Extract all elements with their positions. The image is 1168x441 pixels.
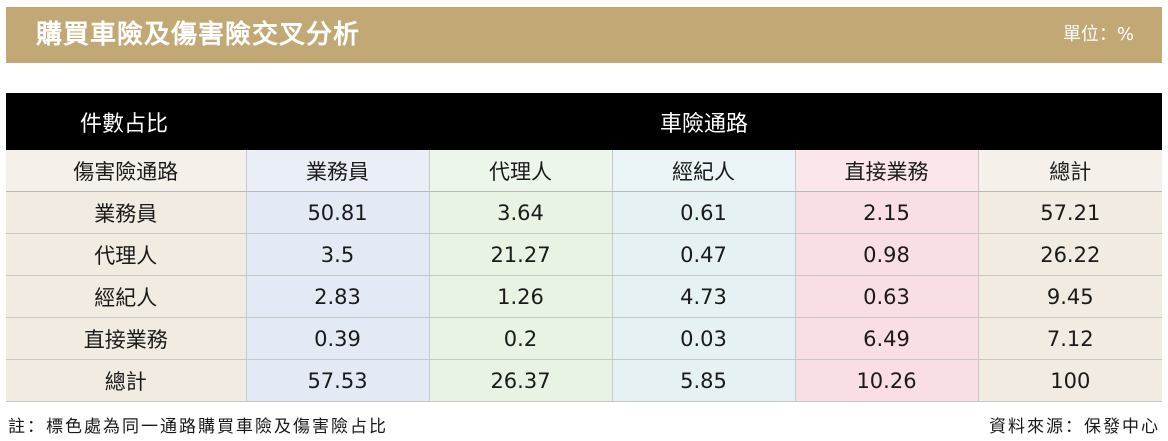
table-cell: 50.81 [246, 191, 430, 234]
table-row: 經紀人 2.83 1.26 4.73 0.63 9.45 [6, 275, 1163, 318]
group-label: 車險通路 [246, 93, 1163, 150]
row-label: 代理人 [6, 233, 247, 276]
table-row: 代理人 3.5 21.27 0.47 0.98 26.22 [6, 233, 1163, 276]
table-cell: 1.26 [429, 275, 613, 318]
table-cell: 2.83 [246, 275, 430, 318]
table-cell: 0.03 [612, 317, 796, 360]
column-header: 總計 [978, 150, 1163, 192]
column-header: 代理人 [429, 150, 613, 192]
table-cell: 100 [978, 359, 1163, 402]
table-cell: 3.64 [429, 191, 613, 234]
table-cell: 3.5 [246, 233, 430, 276]
table-cell: 4.73 [612, 275, 796, 318]
table-row: 業務員 50.81 3.64 0.61 2.15 57.21 [6, 191, 1163, 234]
column-header-row: 傷害險通路 業務員 代理人 經紀人 直接業務 總計 [6, 150, 1163, 192]
table-cell: 0.47 [612, 233, 796, 276]
table-cell: 0.39 [246, 317, 430, 360]
page-title: 購買車險及傷害險交叉分析 [36, 20, 361, 50]
table-cell: 9.45 [978, 275, 1163, 318]
table-row: 總計 57.53 26.37 5.85 10.26 100 [6, 359, 1163, 402]
column-header: 經紀人 [612, 150, 796, 192]
column-header: 直接業務 [795, 150, 979, 192]
corner-label: 件數占比 [6, 93, 246, 150]
row-header-label: 傷害險通路 [6, 150, 247, 192]
table-cell: 2.15 [795, 191, 979, 234]
row-label: 業務員 [6, 191, 247, 234]
table-cell: 6.49 [795, 317, 979, 360]
table-cell: 26.22 [978, 233, 1163, 276]
table-header-row: 件數占比 車險通路 [6, 93, 1163, 150]
title-bar: 購買車險及傷害險交叉分析 單位：% [6, 7, 1162, 63]
table-cell: 26.37 [429, 359, 613, 402]
row-label: 直接業務 [6, 317, 247, 360]
table-cell: 57.21 [978, 191, 1163, 234]
table-cell: 0.61 [612, 191, 796, 234]
table-cell: 7.12 [978, 317, 1163, 360]
cross-analysis-table: 件數占比 車險通路 傷害險通路 業務員 代理人 經紀人 直接業務 總計 業務員 … [6, 93, 1163, 402]
table-cell: 10.26 [795, 359, 979, 402]
row-label: 經紀人 [6, 275, 247, 318]
source-label: 資料來源：保發中心 [989, 417, 1160, 437]
row-label: 總計 [6, 359, 247, 402]
table-cell: 0.98 [795, 233, 979, 276]
table-cell: 57.53 [246, 359, 430, 402]
table-row: 直接業務 0.39 0.2 0.03 6.49 7.12 [6, 317, 1163, 360]
column-header: 業務員 [246, 150, 430, 192]
table-cell: 5.85 [612, 359, 796, 402]
unit-label: 單位：% [1062, 24, 1134, 45]
table-cell: 0.63 [795, 275, 979, 318]
table-cell: 21.27 [429, 233, 613, 276]
footnote: 註：標色處為同一通路購買車險及傷害險占比 [8, 417, 388, 437]
table-cell: 0.2 [429, 317, 613, 360]
